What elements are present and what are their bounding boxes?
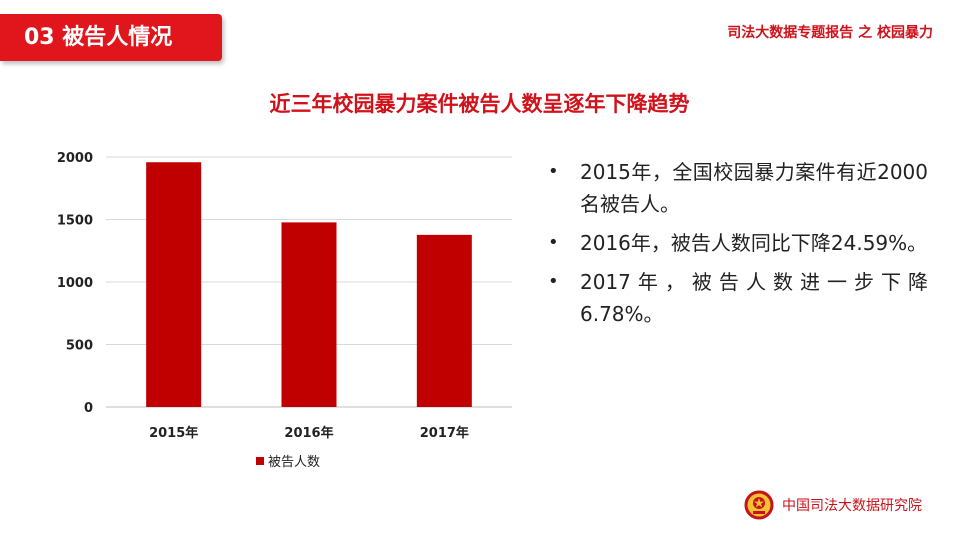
bar xyxy=(416,234,472,407)
bullet-item: • 2015年，全国校园暴力案件有近2000名被告人。 xyxy=(548,156,928,220)
bar xyxy=(146,162,202,407)
y-tick-label: 1500 xyxy=(57,214,93,229)
chart-title: 近三年校园暴力案件被告人数呈逐年下降趋势 xyxy=(269,92,690,116)
y-tick-label: 0 xyxy=(84,401,93,416)
org-name: 中国司法大数据研究院 xyxy=(782,498,922,514)
legend-swatch xyxy=(256,457,264,465)
x-tick-label: 2016年 xyxy=(284,425,333,441)
bullet-item: • 2017年，被告人数进一步下降6.78%。 xyxy=(548,266,928,330)
report-title: 司法大数据专题报告 之 校园暴力 xyxy=(727,25,933,41)
section-tab: 03 被告人情况 xyxy=(0,14,222,61)
national-emblem-icon xyxy=(744,490,774,520)
y-tick-label: 2000 xyxy=(57,151,93,166)
bullet-item: • 2016年，被告人数同比下降24.59%。 xyxy=(548,227,928,259)
bullet-text: 2015年，全国校园暴力案件有近2000名被告人。 xyxy=(580,160,928,216)
bullet-icon: • xyxy=(548,161,559,182)
bar xyxy=(281,222,337,407)
bullet-list: • 2015年，全国校园暴力案件有近2000名被告人。 • 2016年，被告人数同比… xyxy=(548,156,928,337)
legend-label: 被告人数 xyxy=(268,455,320,470)
bullet-text: 2016年，被告人数同比下降24.59%。 xyxy=(580,231,928,255)
bullet-text: 2017年，被告人数进一步下降6.78%。 xyxy=(580,270,928,326)
y-tick-label: 500 xyxy=(66,339,93,354)
x-tick-label: 2015年 xyxy=(149,425,198,441)
x-tick-label: 2017年 xyxy=(420,425,469,441)
footer: 中国司法大数据研究院 xyxy=(744,489,922,521)
bullet-icon: • xyxy=(548,232,559,253)
y-tick-label: 1000 xyxy=(57,276,93,291)
bullet-icon: • xyxy=(548,271,559,292)
